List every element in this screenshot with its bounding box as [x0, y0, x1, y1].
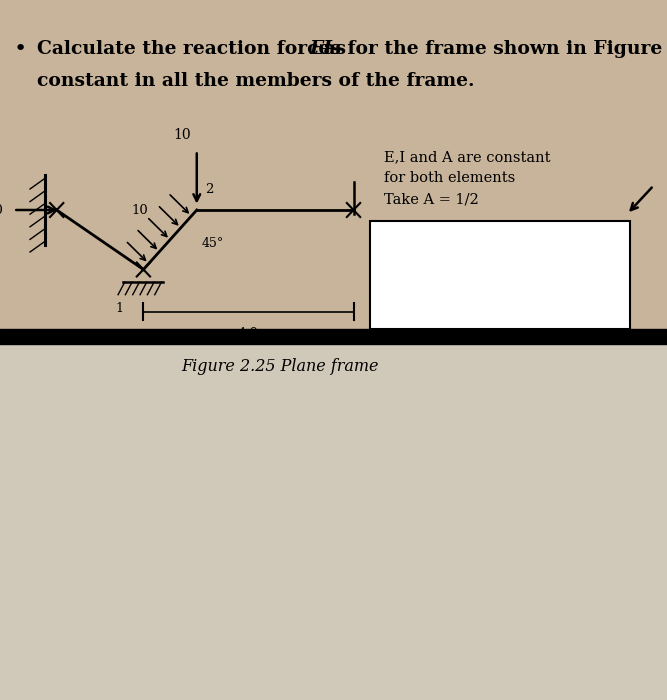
Text: as: as [317, 40, 346, 58]
Text: 2: 2 [205, 183, 213, 196]
Text: H3 = -2,01 kN: H3 = -2,01 kN [506, 257, 603, 270]
Text: 2,0: 2,0 [0, 204, 3, 216]
Text: •: • [13, 39, 27, 59]
Text: Take A = 1/2: Take A = 1/2 [384, 193, 478, 206]
Text: 10: 10 [131, 204, 148, 216]
Text: 1: 1 [115, 302, 123, 315]
Bar [370, 220, 630, 329]
Text: 45°: 45° [202, 237, 224, 250]
Text: M3 = 3,03 kNm: M3 = 3,03 kNm [506, 299, 613, 312]
Text: Calculate the reaction forces for the frame shown in Figure 2.25. Take: Calculate the reaction forces for the fr… [37, 40, 667, 58]
Text: M1 = 6,77 kNm: M1 = 6,77 kNm [378, 299, 486, 312]
Text: Figure 2.25 Plane frame: Figure 2.25 Plane frame [181, 358, 379, 375]
Text: Answer:: Answer: [378, 232, 440, 246]
Text: V1 = 5,39 kN: V1 = 5,39 kN [378, 278, 469, 291]
Text: 10: 10 [173, 128, 191, 142]
Text: EI: EI [309, 40, 332, 58]
Text: for both elements: for both elements [384, 172, 515, 186]
Text: constant in all the members of the frame.: constant in all the members of the frame… [37, 71, 474, 90]
Text: 4,0: 4,0 [238, 327, 259, 340]
Text: E,I and A are constant: E,I and A are constant [384, 150, 550, 164]
Text: H1 = -12,13 kN: H1 = -12,13 kN [378, 257, 484, 270]
Text: V3 = -1,25 kN: V3 = -1,25 kN [506, 278, 601, 291]
